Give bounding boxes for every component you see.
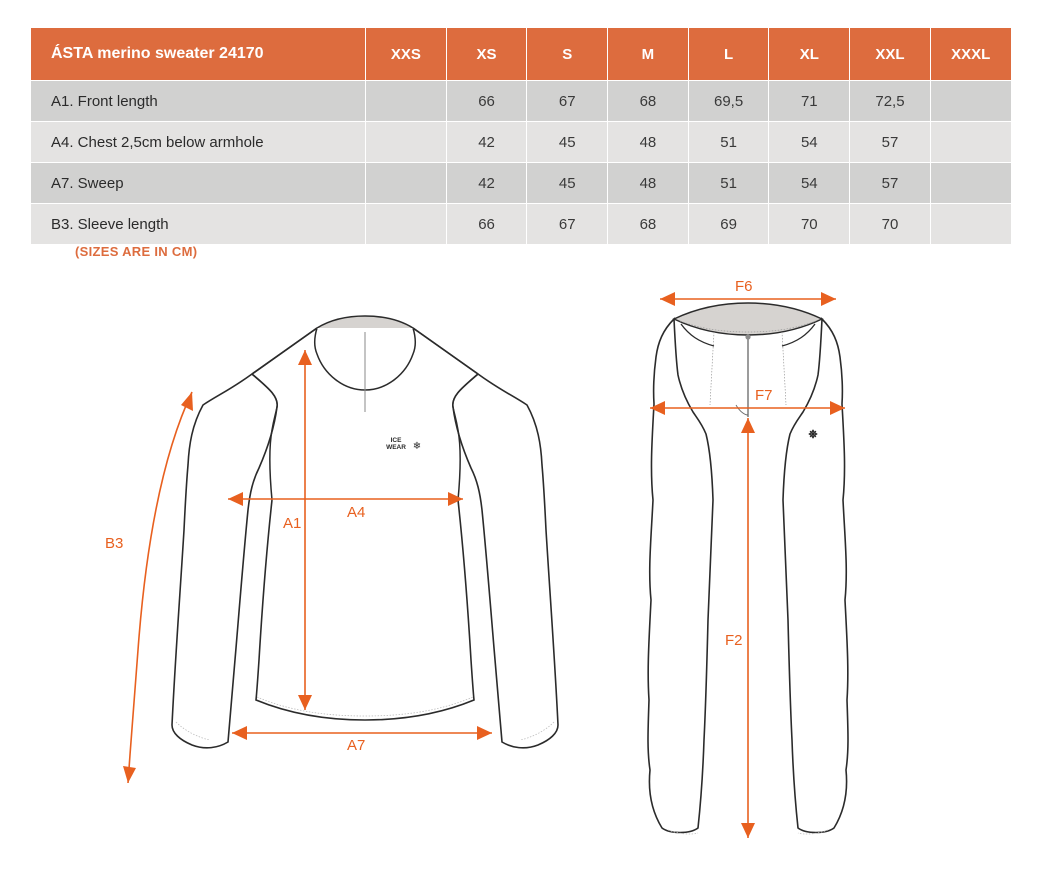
svg-text:WEAR: WEAR [386, 444, 406, 451]
svg-text:ICE: ICE [391, 437, 403, 444]
svg-text:F7: F7 [755, 387, 773, 404]
svg-text:A4: A4 [347, 504, 365, 521]
svg-text:A7: A7 [347, 737, 365, 754]
svg-text:❄: ❄ [413, 441, 421, 452]
svg-text:F2: F2 [725, 632, 743, 649]
svg-text:B3: B3 [105, 535, 123, 552]
svg-text:F6: F6 [735, 278, 753, 295]
svg-text:A1: A1 [283, 515, 301, 532]
